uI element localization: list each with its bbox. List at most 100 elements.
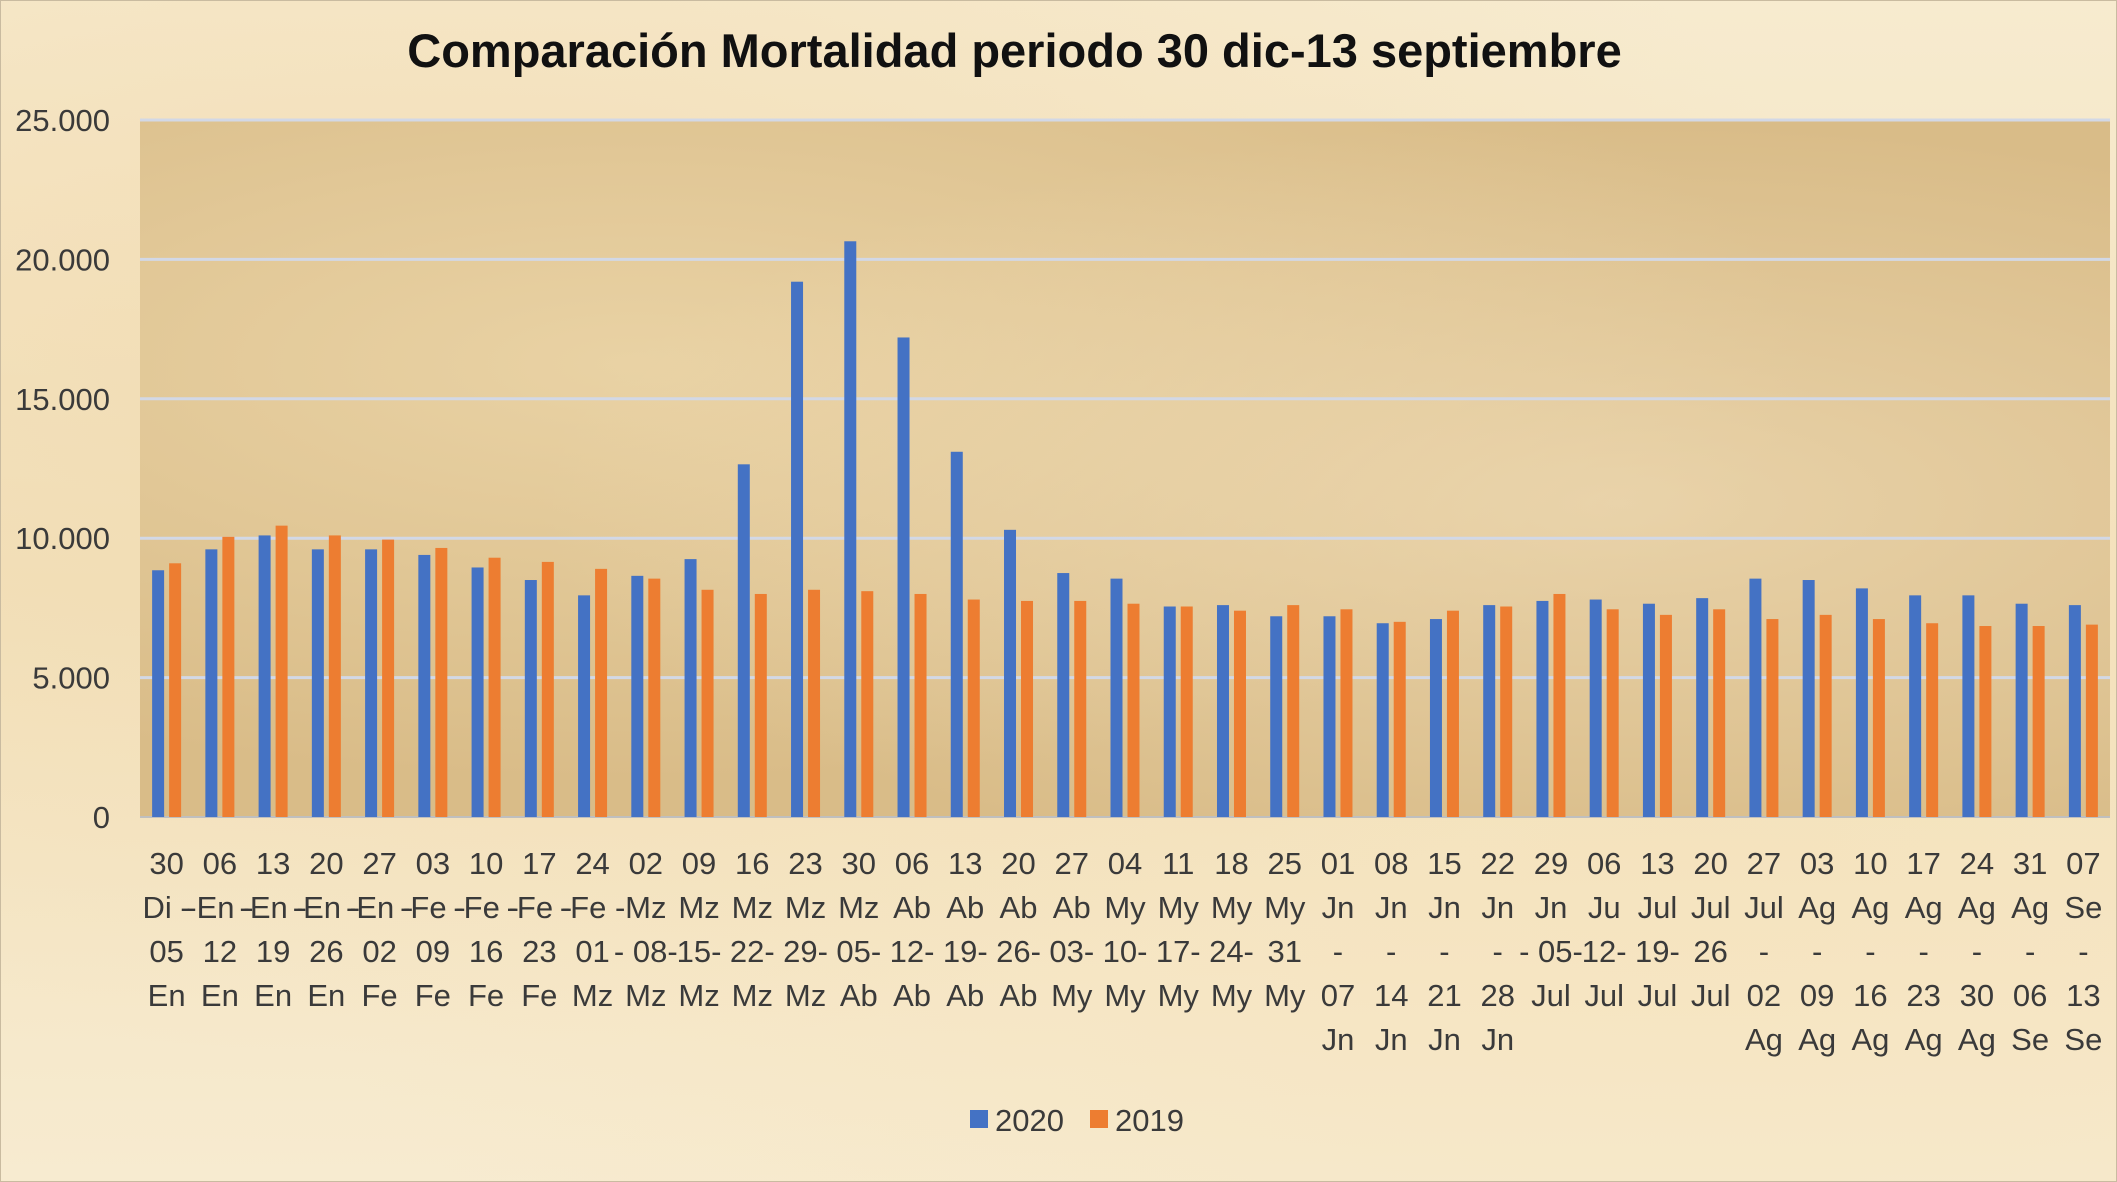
x-tick-label: 13 xyxy=(256,846,290,881)
x-tick-label: My xyxy=(1104,978,1146,1013)
bar-2020 xyxy=(1163,606,1176,817)
bar-2020 xyxy=(152,570,165,817)
x-tick-label: My xyxy=(1051,978,1093,1013)
bar-2019 xyxy=(595,568,608,817)
bar-2020 xyxy=(1323,616,1336,817)
legend-label-2020: 2020 xyxy=(995,1103,1064,1138)
x-tick-label: 05 xyxy=(149,934,183,969)
x-tick-label: 03 xyxy=(416,846,450,881)
bar-2019 xyxy=(1180,606,1193,817)
x-tick-label: -Fe - xyxy=(560,890,625,925)
bar-2019 xyxy=(222,536,235,817)
bar-2020 xyxy=(471,567,484,817)
x-tick-label: 30 xyxy=(1960,978,1994,1013)
x-tick-label: 19- xyxy=(1635,934,1680,969)
x-tick-label: En xyxy=(254,978,292,1013)
bar-2019 xyxy=(1872,619,1885,817)
x-tick-label: 17- xyxy=(1156,934,1201,969)
x-tick-label: 07 xyxy=(1321,978,1355,1013)
bar-2019 xyxy=(967,599,980,817)
bar-2020 xyxy=(1855,588,1868,817)
x-tick-label: 27 xyxy=(1055,846,1089,881)
bar-2020 xyxy=(1962,595,1975,817)
x-tick-label: Jn xyxy=(1375,890,1408,925)
chart-title: Comparación Mortalidad periodo 30 dic-13… xyxy=(407,24,1622,77)
x-tick-label: 12- xyxy=(1582,934,1627,969)
x-tick-label: 06 xyxy=(1587,846,1621,881)
x-tick-label: - xyxy=(1972,934,1982,969)
x-tick-label: Ju xyxy=(1588,890,1621,925)
x-tick-label: 13 xyxy=(1640,846,1674,881)
bar-2020 xyxy=(205,549,218,817)
x-tick-label: 26- xyxy=(996,934,1041,969)
x-tick-label: 01 xyxy=(575,934,609,969)
bar-2020 xyxy=(684,559,697,817)
bar-2020 xyxy=(2068,605,2081,817)
x-tick-label: - xyxy=(1439,934,1449,969)
bar-2019 xyxy=(861,591,874,817)
x-tick-label: En xyxy=(148,978,186,1013)
x-tick-label: 30 xyxy=(149,846,183,881)
x-tick-label: Jul xyxy=(1744,890,1784,925)
x-tick-label: Jul xyxy=(1638,978,1678,1013)
x-tick-label: 18 xyxy=(1214,846,1248,881)
x-tick-label: Mz xyxy=(625,890,666,925)
x-tick-label: Fe xyxy=(521,978,557,1013)
x-tick-label: 04 xyxy=(1108,846,1142,881)
x-tick-label: 05- xyxy=(836,934,881,969)
x-tick-label: 20 xyxy=(309,846,343,881)
x-tick-label: 31 xyxy=(2013,846,2047,881)
x-tick-label: Jn xyxy=(1481,1022,1514,1057)
x-tick-label: - xyxy=(1493,934,1503,969)
x-tick-label: Ab xyxy=(1000,978,1038,1013)
bar-2020 xyxy=(631,575,644,817)
x-tick-label: Mz xyxy=(678,890,719,925)
x-tick-label: 16 xyxy=(469,934,503,969)
x-tick-label: Ab xyxy=(893,890,931,925)
bar-2020 xyxy=(1004,529,1017,817)
x-tick-label: 23 xyxy=(1906,978,1940,1013)
x-tick-label: Mz xyxy=(625,978,666,1013)
x-tick-label: Se xyxy=(2064,1022,2102,1057)
bar-2020 xyxy=(1909,595,1922,817)
x-tick-label: 19- xyxy=(943,934,988,969)
bar-2020 xyxy=(365,549,378,817)
bar-2020 xyxy=(1696,598,1709,817)
x-tick-label: 15 xyxy=(1427,846,1461,881)
x-tick-label: Jul xyxy=(1691,978,1731,1013)
x-tick-label: Ab xyxy=(893,978,931,1013)
x-tick-label: 09 xyxy=(1800,978,1834,1013)
x-tick-label: 28 xyxy=(1480,978,1514,1013)
x-tick-label: Mz xyxy=(732,978,773,1013)
bar-2019 xyxy=(1446,610,1459,817)
bar-2020 xyxy=(897,337,910,817)
x-tick-label: Jul xyxy=(1691,890,1731,925)
bar-2019 xyxy=(328,535,341,817)
x-tick-label: Mz xyxy=(838,890,879,925)
x-tick-label: -Fe - xyxy=(453,890,518,925)
x-tick-label: 06 xyxy=(2013,978,2047,1013)
x-tick-label: 11 xyxy=(1162,846,1194,881)
x-tick-label: Mz xyxy=(732,890,773,925)
x-tick-label: 12 xyxy=(203,934,237,969)
x-tick-label: Jn xyxy=(1428,890,1461,925)
x-tick-label: Mz xyxy=(678,978,719,1013)
x-tick-label: 03 xyxy=(1800,846,1834,881)
x-tick-label: My xyxy=(1158,978,1200,1013)
x-tick-label: My xyxy=(1264,978,1306,1013)
bar-2020 xyxy=(1802,580,1815,817)
x-tick-label: My xyxy=(1158,890,1200,925)
x-tick-label: 22- xyxy=(730,934,775,969)
bar-2019 xyxy=(701,589,714,817)
x-tick-label: 08 xyxy=(1374,846,1408,881)
x-tick-label: Ab xyxy=(1053,890,1091,925)
x-tick-label: -Fe - xyxy=(400,890,465,925)
x-tick-label: 10 xyxy=(469,846,503,881)
plot-background xyxy=(140,120,2110,817)
y-tick-label: 5.000 xyxy=(32,661,110,696)
x-tick-label: 17 xyxy=(1906,846,1940,881)
x-tick-label: Fe xyxy=(362,978,398,1013)
bar-2020 xyxy=(524,580,537,817)
bar-2019 xyxy=(1340,609,1353,817)
